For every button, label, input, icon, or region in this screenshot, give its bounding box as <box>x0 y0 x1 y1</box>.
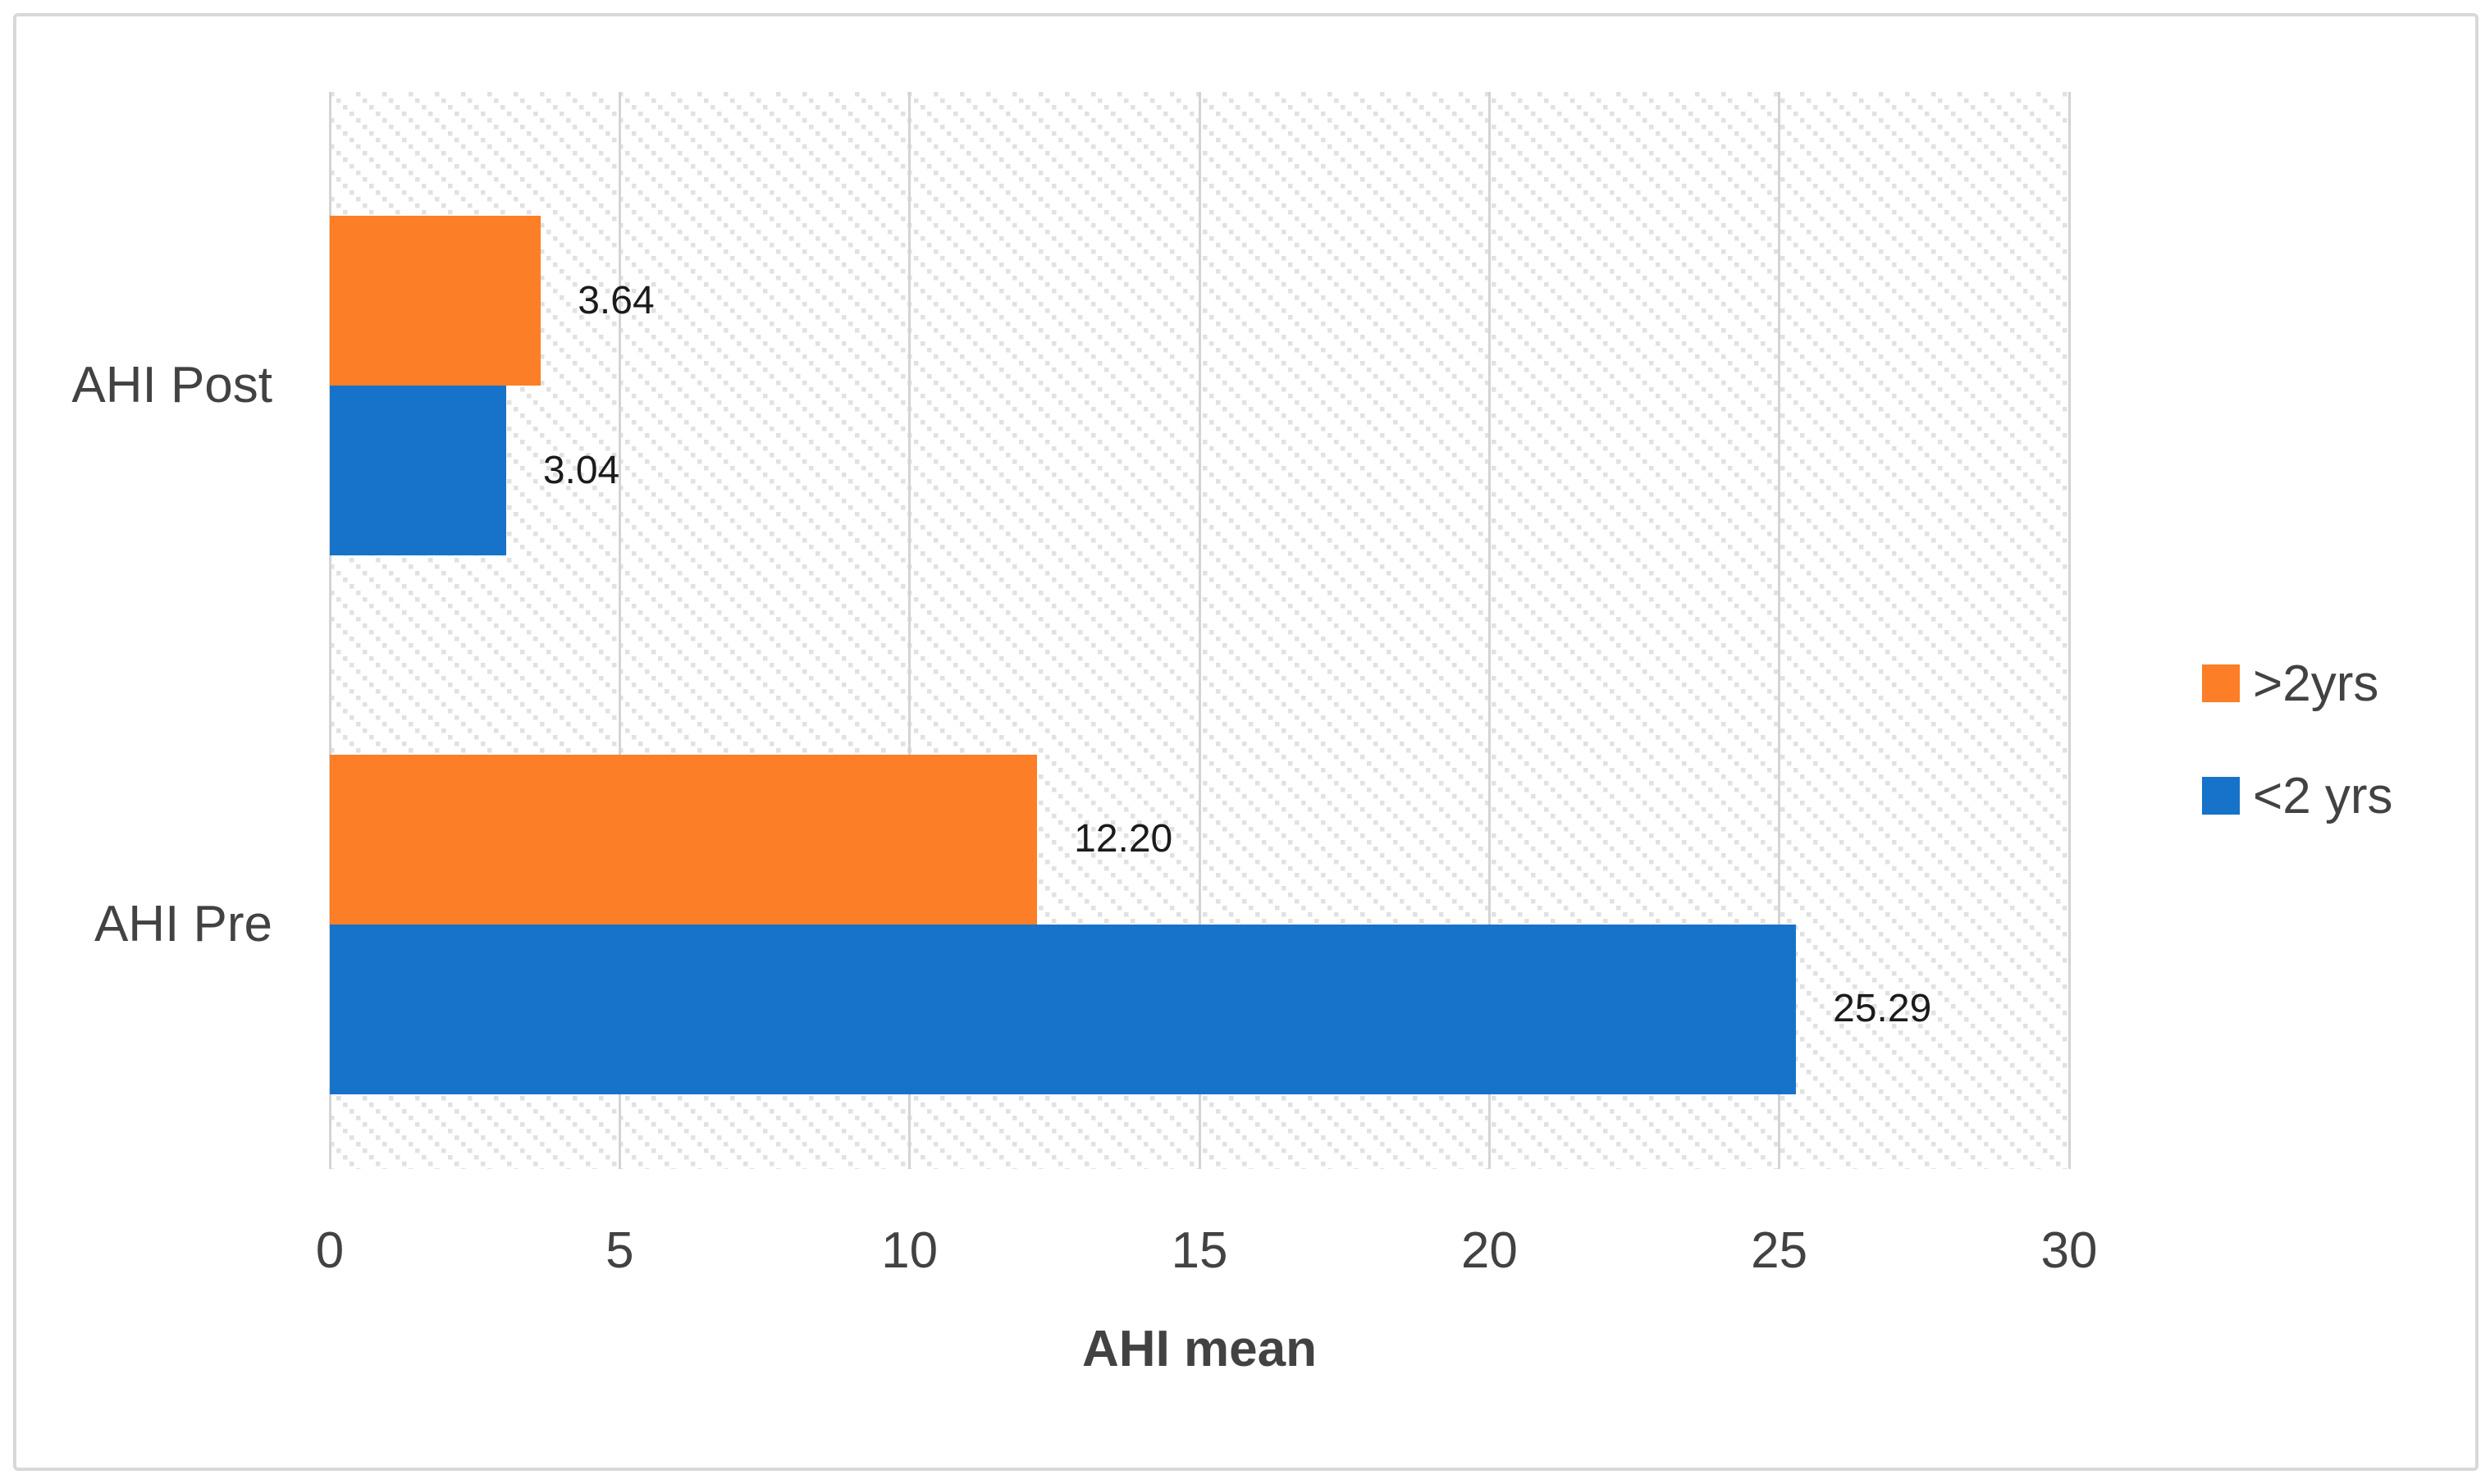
gridline <box>1487 92 1491 1169</box>
plot-area: 3.64 3.04 12.20 25.29 <box>328 92 2071 1169</box>
bar-value-label: 3.64 <box>578 278 655 322</box>
gridline <box>618 92 621 1169</box>
bar <box>330 754 1038 925</box>
x-tick-label: 15 <box>1171 1222 1228 1279</box>
legend-label: >2yrs <box>2253 655 2379 712</box>
x-tick-label: 10 <box>881 1222 939 1279</box>
x-tick-label: 30 <box>2040 1222 2098 1279</box>
legend-item: >2yrs <box>2202 654 2378 713</box>
gridline <box>1198 92 1201 1169</box>
gridline <box>1778 92 1781 1169</box>
bar <box>330 386 506 556</box>
x-tick-label: 25 <box>1751 1222 1808 1279</box>
x-axis-title: AHI mean <box>1082 1321 1317 1377</box>
legend-swatch <box>2202 664 2240 702</box>
gridline <box>2067 92 2071 1169</box>
legend-item: <2 yrs <box>2202 766 2393 825</box>
category-label: AHI Post <box>71 357 272 414</box>
bar-value-label: 3.04 <box>542 448 620 492</box>
legend-label: <2 yrs <box>2253 767 2393 824</box>
legend-swatch <box>2202 777 2240 815</box>
x-tick-label: 20 <box>1460 1222 1518 1279</box>
x-tick-label: 0 <box>315 1222 345 1279</box>
category-label: AHI Pre <box>94 895 272 952</box>
gridline <box>908 92 911 1169</box>
x-tick-label: 5 <box>605 1222 634 1279</box>
bar <box>330 924 1797 1094</box>
bar-value-label: 25.29 <box>1833 987 1932 1031</box>
gridline <box>328 92 331 1169</box>
bar <box>330 216 541 386</box>
bar-value-label: 12.20 <box>1074 817 1173 861</box>
